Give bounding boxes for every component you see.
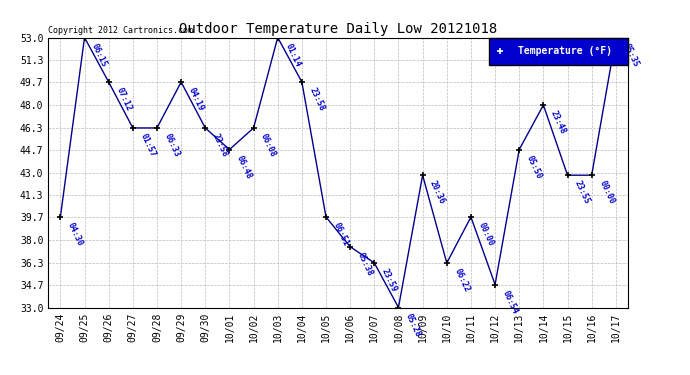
Text: 06:54: 06:54 <box>501 289 520 315</box>
Text: 23:58: 23:58 <box>308 86 326 112</box>
Text: 07:12: 07:12 <box>115 86 133 112</box>
Title: Outdoor Temperature Daily Low 20121018: Outdoor Temperature Daily Low 20121018 <box>179 22 497 36</box>
Text: 23:58: 23:58 <box>211 132 230 159</box>
FancyBboxPatch shape <box>489 38 628 64</box>
Text: 05:35: 05:35 <box>622 42 640 68</box>
Text: 20:36: 20:36 <box>428 179 447 206</box>
Text: 06:33: 06:33 <box>163 132 181 159</box>
Text: Temperature (°F): Temperature (°F) <box>518 46 612 56</box>
Text: 23:48: 23:48 <box>549 109 568 136</box>
Text: 23:59: 23:59 <box>380 267 399 294</box>
Text: 05:50: 05:50 <box>525 154 544 180</box>
Text: 23:55: 23:55 <box>573 179 592 206</box>
Text: 01:14: 01:14 <box>284 42 302 68</box>
Text: 04:19: 04:19 <box>187 86 206 112</box>
Text: 00:00: 00:00 <box>477 221 495 248</box>
Text: 06:15: 06:15 <box>90 42 109 68</box>
Text: 05:28: 05:28 <box>404 312 423 338</box>
Text: 06:51: 06:51 <box>332 221 351 248</box>
Text: 06:22: 06:22 <box>453 267 471 294</box>
Text: 06:48: 06:48 <box>235 154 254 180</box>
Text: Copyright 2012 Cartronics.com: Copyright 2012 Cartronics.com <box>48 26 193 35</box>
Text: 00:00: 00:00 <box>598 179 616 206</box>
Text: 04:30: 04:30 <box>66 221 85 248</box>
Text: 06:08: 06:08 <box>259 132 278 159</box>
Text: 01:57: 01:57 <box>139 132 157 159</box>
Text: 05:38: 05:38 <box>356 251 375 278</box>
